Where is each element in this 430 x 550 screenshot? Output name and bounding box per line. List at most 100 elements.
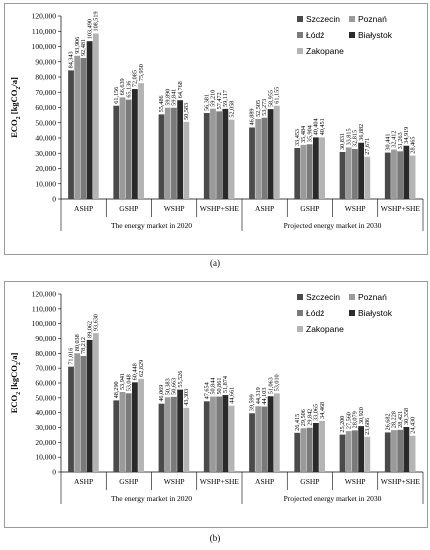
bar bbox=[397, 429, 404, 472]
data-label: 46,069 bbox=[158, 385, 165, 402]
data-label: 28,079 bbox=[352, 411, 359, 428]
data-label: 30,920 bbox=[358, 407, 365, 424]
bar bbox=[203, 401, 210, 472]
data-label: 66,639 bbox=[119, 78, 126, 95]
bar bbox=[294, 147, 301, 199]
bar bbox=[228, 405, 235, 472]
data-label: 59,890 bbox=[164, 89, 171, 106]
data-label: 34,468 bbox=[319, 402, 326, 419]
x-tick-label: ASHP bbox=[74, 204, 93, 213]
data-label: 36,882 bbox=[358, 124, 365, 141]
x-tick-label: GSHP bbox=[300, 477, 319, 486]
data-label: 32,412 bbox=[391, 131, 398, 148]
data-label: 24,430 bbox=[409, 417, 416, 434]
x-tick-label: GSHP bbox=[119, 477, 138, 486]
data-label: 55,526 bbox=[177, 371, 184, 388]
data-label: 44,661 bbox=[228, 387, 235, 404]
bar bbox=[113, 400, 120, 472]
data-label: 108,519 bbox=[93, 11, 100, 31]
legend-swatch bbox=[297, 294, 303, 300]
bar bbox=[403, 145, 410, 199]
chart-panel-a: ECO2 [kgCO2/a] 0 10,000 20,000 30,000 40,000 5… bbox=[4, 3, 428, 255]
y-tick-label: 70,000 bbox=[35, 364, 56, 373]
data-label: 50,663 bbox=[171, 378, 178, 395]
bar bbox=[131, 89, 138, 199]
x-tick-label: WSHP bbox=[345, 204, 366, 213]
bar bbox=[119, 97, 126, 199]
data-label: 52,058 bbox=[228, 101, 235, 118]
data-label: 26,682 bbox=[384, 413, 391, 430]
y-tick-label: 80,000 bbox=[35, 73, 56, 82]
y-tick-label: 0 bbox=[52, 468, 56, 477]
bar bbox=[125, 393, 132, 472]
group-label: Projected energy market in 2030 bbox=[284, 221, 382, 230]
data-label: 56,381 bbox=[203, 94, 210, 111]
x-tick-label: WSHP bbox=[345, 477, 366, 486]
data-label: 34,919 bbox=[403, 127, 410, 144]
data-label: 29,842 bbox=[306, 409, 313, 426]
data-label: 35,484 bbox=[300, 126, 307, 143]
bar bbox=[319, 420, 325, 472]
data-label: 89,062 bbox=[86, 321, 93, 338]
y-axis-label: ECO2 [kgCO2/a] bbox=[9, 77, 22, 138]
legend-label: Poznań bbox=[358, 14, 387, 24]
bar bbox=[228, 119, 235, 199]
bar bbox=[339, 151, 346, 199]
y-tick-label: 100,000 bbox=[32, 42, 57, 51]
bar bbox=[86, 41, 93, 199]
bar bbox=[261, 117, 268, 199]
data-label: 44,103 bbox=[261, 388, 268, 405]
x-tick-label: WSHP bbox=[164, 477, 185, 486]
data-label: 59,210 bbox=[210, 90, 217, 107]
group-label: Projected energy market in 2030 bbox=[284, 494, 382, 503]
bar bbox=[391, 149, 397, 199]
bar bbox=[261, 406, 268, 472]
legend-swatch bbox=[297, 310, 303, 316]
data-label: 30,441 bbox=[384, 134, 391, 151]
data-label: 61,156 bbox=[113, 87, 120, 104]
data-label: 28,421 bbox=[397, 411, 404, 428]
bar bbox=[397, 151, 404, 199]
y-tick-label: 10,000 bbox=[35, 179, 56, 188]
data-label: 39,599 bbox=[249, 394, 256, 411]
data-label: 103,490 bbox=[86, 19, 93, 39]
data-label: 50,844 bbox=[210, 378, 217, 395]
data-label: 30,358 bbox=[403, 408, 410, 425]
data-label: 40,451 bbox=[319, 118, 326, 135]
chart-b-svg: ECO2 [kgCO2/a] 0 10,000 20,000 30,000 40,000 5… bbox=[9, 290, 424, 504]
data-label: 53,941 bbox=[119, 373, 126, 390]
bar bbox=[131, 382, 138, 472]
data-label: 33,815 bbox=[345, 128, 352, 145]
data-label: 27,671 bbox=[364, 138, 371, 155]
data-label: 40,404 bbox=[313, 118, 320, 135]
data-label: 28,465 bbox=[409, 137, 416, 154]
legend-label: Poznań bbox=[358, 292, 387, 302]
data-label: 25,200 bbox=[339, 416, 346, 433]
legend-label: Białystok bbox=[358, 308, 393, 318]
bar bbox=[249, 413, 255, 472]
bar bbox=[222, 108, 229, 199]
y-tick-label: 100,000 bbox=[32, 319, 57, 328]
legend-label: Łódź bbox=[306, 30, 325, 40]
bar bbox=[409, 155, 416, 199]
data-label: 93,906 bbox=[74, 37, 81, 54]
bar bbox=[319, 137, 325, 199]
data-label: 35,904 bbox=[306, 125, 313, 142]
data-label: 53,048 bbox=[125, 374, 132, 391]
bar bbox=[300, 428, 307, 472]
y-tick-label: 70,000 bbox=[35, 88, 56, 97]
y-tick-label: 110,000 bbox=[32, 304, 56, 313]
legend-swatch bbox=[297, 48, 303, 54]
y-tick-label: 90,000 bbox=[35, 57, 56, 66]
data-label: 30,831 bbox=[339, 133, 346, 150]
data-label: 27,560 bbox=[345, 412, 352, 429]
legend-label: Szczecin bbox=[306, 292, 341, 302]
data-label: 65,136 bbox=[125, 81, 132, 98]
y-tick-label: 120,000 bbox=[32, 12, 57, 21]
y-tick-label: 30,000 bbox=[35, 423, 56, 432]
chart-panel-b: ECO2 [kgCO2/a] 0 10,000 20,000 30,000 40,000 5… bbox=[4, 281, 428, 528]
bar bbox=[203, 113, 210, 199]
data-label: 59,117 bbox=[222, 90, 229, 107]
bar bbox=[358, 426, 365, 472]
bar bbox=[164, 107, 171, 199]
